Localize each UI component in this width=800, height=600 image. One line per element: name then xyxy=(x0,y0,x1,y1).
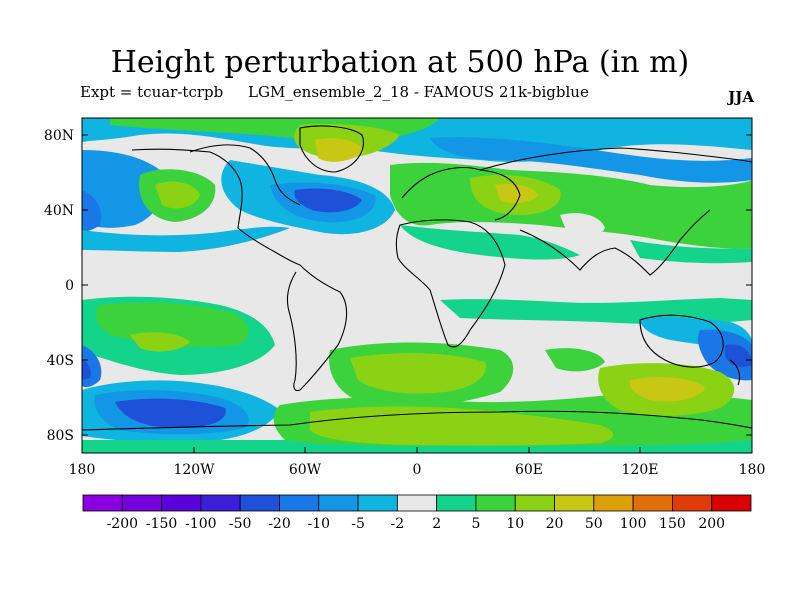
legend-box xyxy=(514,494,555,512)
legend-box xyxy=(357,494,398,512)
legend-box xyxy=(318,494,359,512)
contour-so-lime xyxy=(310,406,614,446)
legend-box xyxy=(711,494,752,512)
contour-so-pac-deepblue xyxy=(115,398,226,428)
legend-level-label: 5 xyxy=(471,516,480,532)
lon-label-120e: 120E xyxy=(622,462,659,478)
legend-labels: -200 -150 -100 -50 -20 -10 -5 -2 2 5 10 20 50 100 150 2… xyxy=(107,516,726,532)
greenland-coast xyxy=(299,125,364,173)
lon-label-60w: 60W xyxy=(289,462,322,478)
legend-box xyxy=(475,494,516,512)
contour-satl-lime xyxy=(350,353,486,394)
contour-subtrop-teal xyxy=(400,225,580,260)
canada-coast xyxy=(189,144,301,206)
legend-box xyxy=(632,494,673,512)
lat-label-80n: 80N xyxy=(44,128,74,144)
legend-level-label: -2 xyxy=(391,516,405,532)
lon-label-60e: 60E xyxy=(515,462,543,478)
contour-eurasia-yellow xyxy=(495,184,538,204)
antarctica-coast xyxy=(82,410,752,431)
africa-coast xyxy=(395,219,506,348)
contour-spac-deepblue-edge xyxy=(82,360,91,380)
contour-npac-blue xyxy=(82,150,164,228)
experiment-label: Expt = tcuar-tcrpb xyxy=(80,83,224,101)
legend-box xyxy=(436,494,477,512)
tick-marks xyxy=(82,134,752,453)
asia-north-coast xyxy=(479,147,752,171)
legend-box xyxy=(396,494,438,512)
legend-colorbar xyxy=(82,494,752,512)
contour-asia-grey-gap xyxy=(560,213,605,240)
legend-box xyxy=(121,494,162,512)
lat-label-40n: 40N xyxy=(44,203,74,219)
lon-label-120w: 120W xyxy=(173,462,215,478)
legend-level-label: -20 xyxy=(268,516,291,532)
contour-npac-darkblue xyxy=(82,190,102,232)
contour-sio-small-green xyxy=(545,348,605,372)
contour-natl-deepblue xyxy=(294,188,362,213)
legend-box xyxy=(82,494,123,512)
contour-field xyxy=(82,118,752,453)
lat-label-40s: 40S xyxy=(47,353,74,369)
legend-level-label: -100 xyxy=(185,516,216,532)
legend-level-label: -5 xyxy=(351,516,365,532)
contour-spac-lime xyxy=(130,332,190,352)
coastlines xyxy=(82,125,752,431)
legend-box xyxy=(554,494,595,512)
north-america-coast xyxy=(131,148,301,266)
contour-siberia-blue xyxy=(430,137,752,183)
contour-greenland-yellow xyxy=(315,138,365,162)
legend-level-label: 2 xyxy=(432,516,441,532)
legend-level-label: -10 xyxy=(307,516,330,532)
legend-level-label: 50 xyxy=(585,516,603,532)
australia-coast xyxy=(639,314,724,368)
season-label: JJA xyxy=(728,88,754,106)
ensemble-label: LGM_ensemble_2_18 - FAMOUS 21k-bigblue xyxy=(248,83,589,101)
legend-level-label: 100 xyxy=(620,516,647,532)
legend-box xyxy=(593,494,634,512)
legend-box xyxy=(161,494,202,512)
lon-label-180w: 180 xyxy=(69,462,96,478)
contour-wpac-teal xyxy=(630,240,752,264)
south-america-coast xyxy=(287,264,348,392)
new-zealand-coast xyxy=(729,359,741,386)
legend-level-label: -200 xyxy=(107,516,138,532)
legend-box xyxy=(200,494,241,512)
contour-tropical-cyan-band xyxy=(82,226,290,252)
legend-level-label: -150 xyxy=(146,516,177,532)
legend-box xyxy=(672,494,713,512)
lon-label-180e: 180 xyxy=(739,462,766,478)
legend-level-label: 150 xyxy=(659,516,686,532)
lon-label-0: 0 xyxy=(413,462,422,478)
asia-south-coast xyxy=(519,209,711,276)
legend-level-label: 200 xyxy=(698,516,725,532)
lat-label-80s: 80S xyxy=(47,428,74,444)
plot-title: Height perturbation at 500 hPa (in m) xyxy=(110,45,690,80)
lat-label-0: 0 xyxy=(65,278,74,294)
legend-box xyxy=(239,494,280,512)
contour-sio-yellow xyxy=(629,377,705,402)
legend-level-label: 10 xyxy=(506,516,524,532)
legend-level-label: 20 xyxy=(546,516,564,532)
contour-npac-lime xyxy=(155,181,200,209)
legend-level-label: -50 xyxy=(229,516,252,532)
contour-tasman-blue xyxy=(697,329,752,381)
legend-box xyxy=(279,494,320,512)
